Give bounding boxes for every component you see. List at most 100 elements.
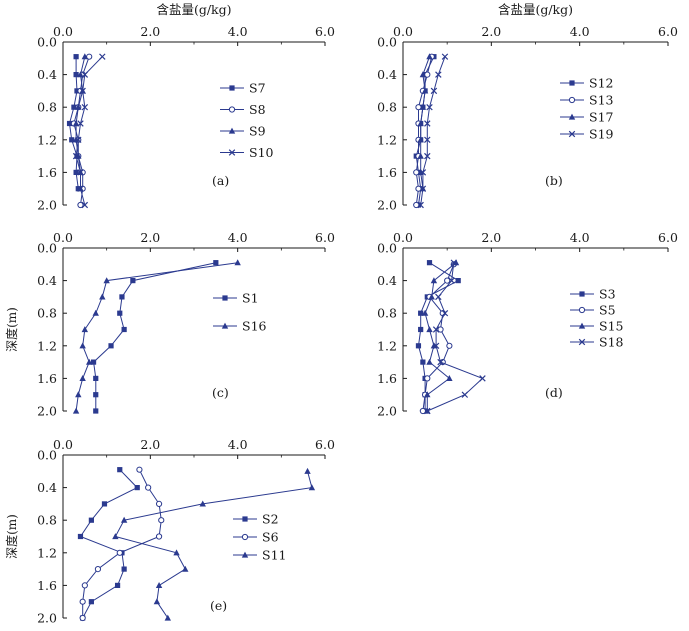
data-point	[430, 87, 438, 95]
data-point	[81, 53, 89, 60]
series-line	[422, 264, 455, 412]
data-point	[424, 391, 431, 398]
data-point	[88, 599, 94, 605]
data-point	[72, 152, 80, 160]
x-tick-label: 2.0	[140, 437, 160, 452]
series-line	[82, 469, 162, 618]
x-tick-label: 0.0	[53, 230, 73, 245]
series-S16	[72, 259, 241, 414]
panel-5: 0.0 2.0 4.0 6.00.00.40.81.21.62.0深度(m) S2S6S…	[4, 437, 335, 626]
data-point	[441, 309, 449, 317]
y-tick-label: 1.2	[377, 338, 397, 353]
data-point	[437, 326, 444, 333]
data-point	[461, 391, 469, 398]
data-point	[116, 549, 123, 556]
series-S1	[90, 260, 219, 414]
series-S18	[424, 259, 486, 415]
legend-marker	[578, 322, 586, 329]
data-point	[441, 53, 449, 60]
data-point	[419, 103, 427, 110]
legend-label: S19	[589, 127, 614, 142]
y-tick-label: 0.0	[37, 241, 57, 256]
series-S17	[417, 53, 433, 192]
x-tick-label: 0.0	[393, 24, 413, 39]
y-tick-label: 2.0	[37, 404, 57, 419]
data-point	[424, 375, 431, 382]
legend-marker	[228, 149, 236, 156]
data-point	[155, 533, 163, 540]
panel-label: (d)	[545, 385, 563, 400]
legend-label: S2	[262, 512, 279, 527]
series-line	[79, 469, 139, 619]
data-point	[417, 136, 424, 143]
x-tick-label: 6.0	[658, 24, 678, 39]
x-tick-label: 4.0	[228, 24, 248, 39]
data-point	[69, 137, 75, 143]
y-tick-label: 0.4	[37, 480, 57, 495]
data-point	[74, 88, 80, 94]
series-line	[75, 56, 103, 206]
y-tick-label: 1.2	[37, 545, 57, 560]
data-point	[145, 484, 152, 491]
data-point	[426, 358, 433, 365]
panel-4: 0.0 2.0 4.0 6.0 0.0 0.4 0.8 1.2 1.6 2.0 S3S5S15S18…	[377, 230, 678, 419]
data-point	[99, 53, 106, 60]
data-point	[419, 407, 426, 415]
y-tick-label: 1.6	[37, 165, 57, 180]
data-point	[73, 169, 79, 175]
data-point	[304, 467, 311, 474]
data-point	[155, 500, 163, 507]
data-point	[77, 120, 84, 127]
data-point	[421, 309, 429, 316]
x-tick-label: 4.0	[228, 437, 248, 452]
data-point	[71, 104, 77, 110]
legend-marker	[568, 130, 576, 138]
x-tick-label: 0.0	[53, 437, 73, 452]
data-point	[418, 310, 424, 316]
legend: S12 S13 S17 S19	[560, 76, 614, 142]
data-point	[424, 120, 431, 127]
y-tick-label: 0.0	[37, 448, 57, 463]
y-tick-label: 2.0	[37, 611, 57, 626]
panels: 0.0 2.0 4.0 6.0 0.0 0.4 0.8 1.2 1.6 2.0 含盐量(g/kg) S…	[4, 2, 678, 626]
legend-label: S3	[599, 287, 616, 302]
y-tick-label: 0.8	[377, 306, 397, 321]
data-point	[415, 104, 422, 111]
data-point	[77, 533, 84, 540]
y-tick-label: 0.8	[37, 306, 57, 321]
x-axis-title: 含盐量(g/kg)	[156, 2, 231, 17]
data-point	[182, 565, 189, 572]
data-point	[99, 293, 106, 300]
data-point	[81, 201, 89, 209]
x-tick-label: 4.0	[570, 24, 590, 39]
data-point	[432, 326, 440, 333]
data-point	[121, 326, 127, 333]
legend-label: S11	[262, 548, 286, 563]
data-point	[79, 598, 86, 605]
data-point	[424, 71, 431, 78]
data-point	[114, 582, 121, 588]
data-point	[73, 54, 79, 60]
data-point	[81, 582, 88, 589]
data-point	[77, 169, 84, 176]
data-point	[419, 185, 427, 192]
y-tick-label: 1.6	[377, 165, 397, 180]
y-tick-label: 2.0	[377, 198, 397, 213]
data-point	[415, 185, 422, 192]
data-point	[213, 260, 219, 266]
panel-1: 0.0 2.0 4.0 6.0 0.0 0.4 0.8 1.2 1.6 2.0 含盐量(g/kg) S…	[37, 2, 335, 213]
data-point	[101, 501, 108, 507]
y-tick-label: 1.2	[377, 132, 397, 147]
data-point	[419, 169, 427, 176]
legend-label: S5	[599, 303, 616, 318]
data-point	[424, 136, 431, 144]
data-point	[90, 359, 97, 365]
data-point	[77, 201, 84, 209]
data-point	[86, 358, 93, 365]
data-point	[413, 201, 420, 209]
series-line	[93, 262, 216, 411]
data-point	[75, 391, 82, 398]
data-point	[72, 407, 80, 414]
series-line	[420, 56, 446, 206]
